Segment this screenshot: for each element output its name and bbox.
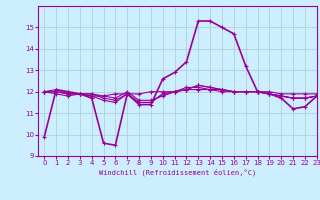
X-axis label: Windchill (Refroidissement éolien,°C): Windchill (Refroidissement éolien,°C) — [99, 169, 256, 176]
